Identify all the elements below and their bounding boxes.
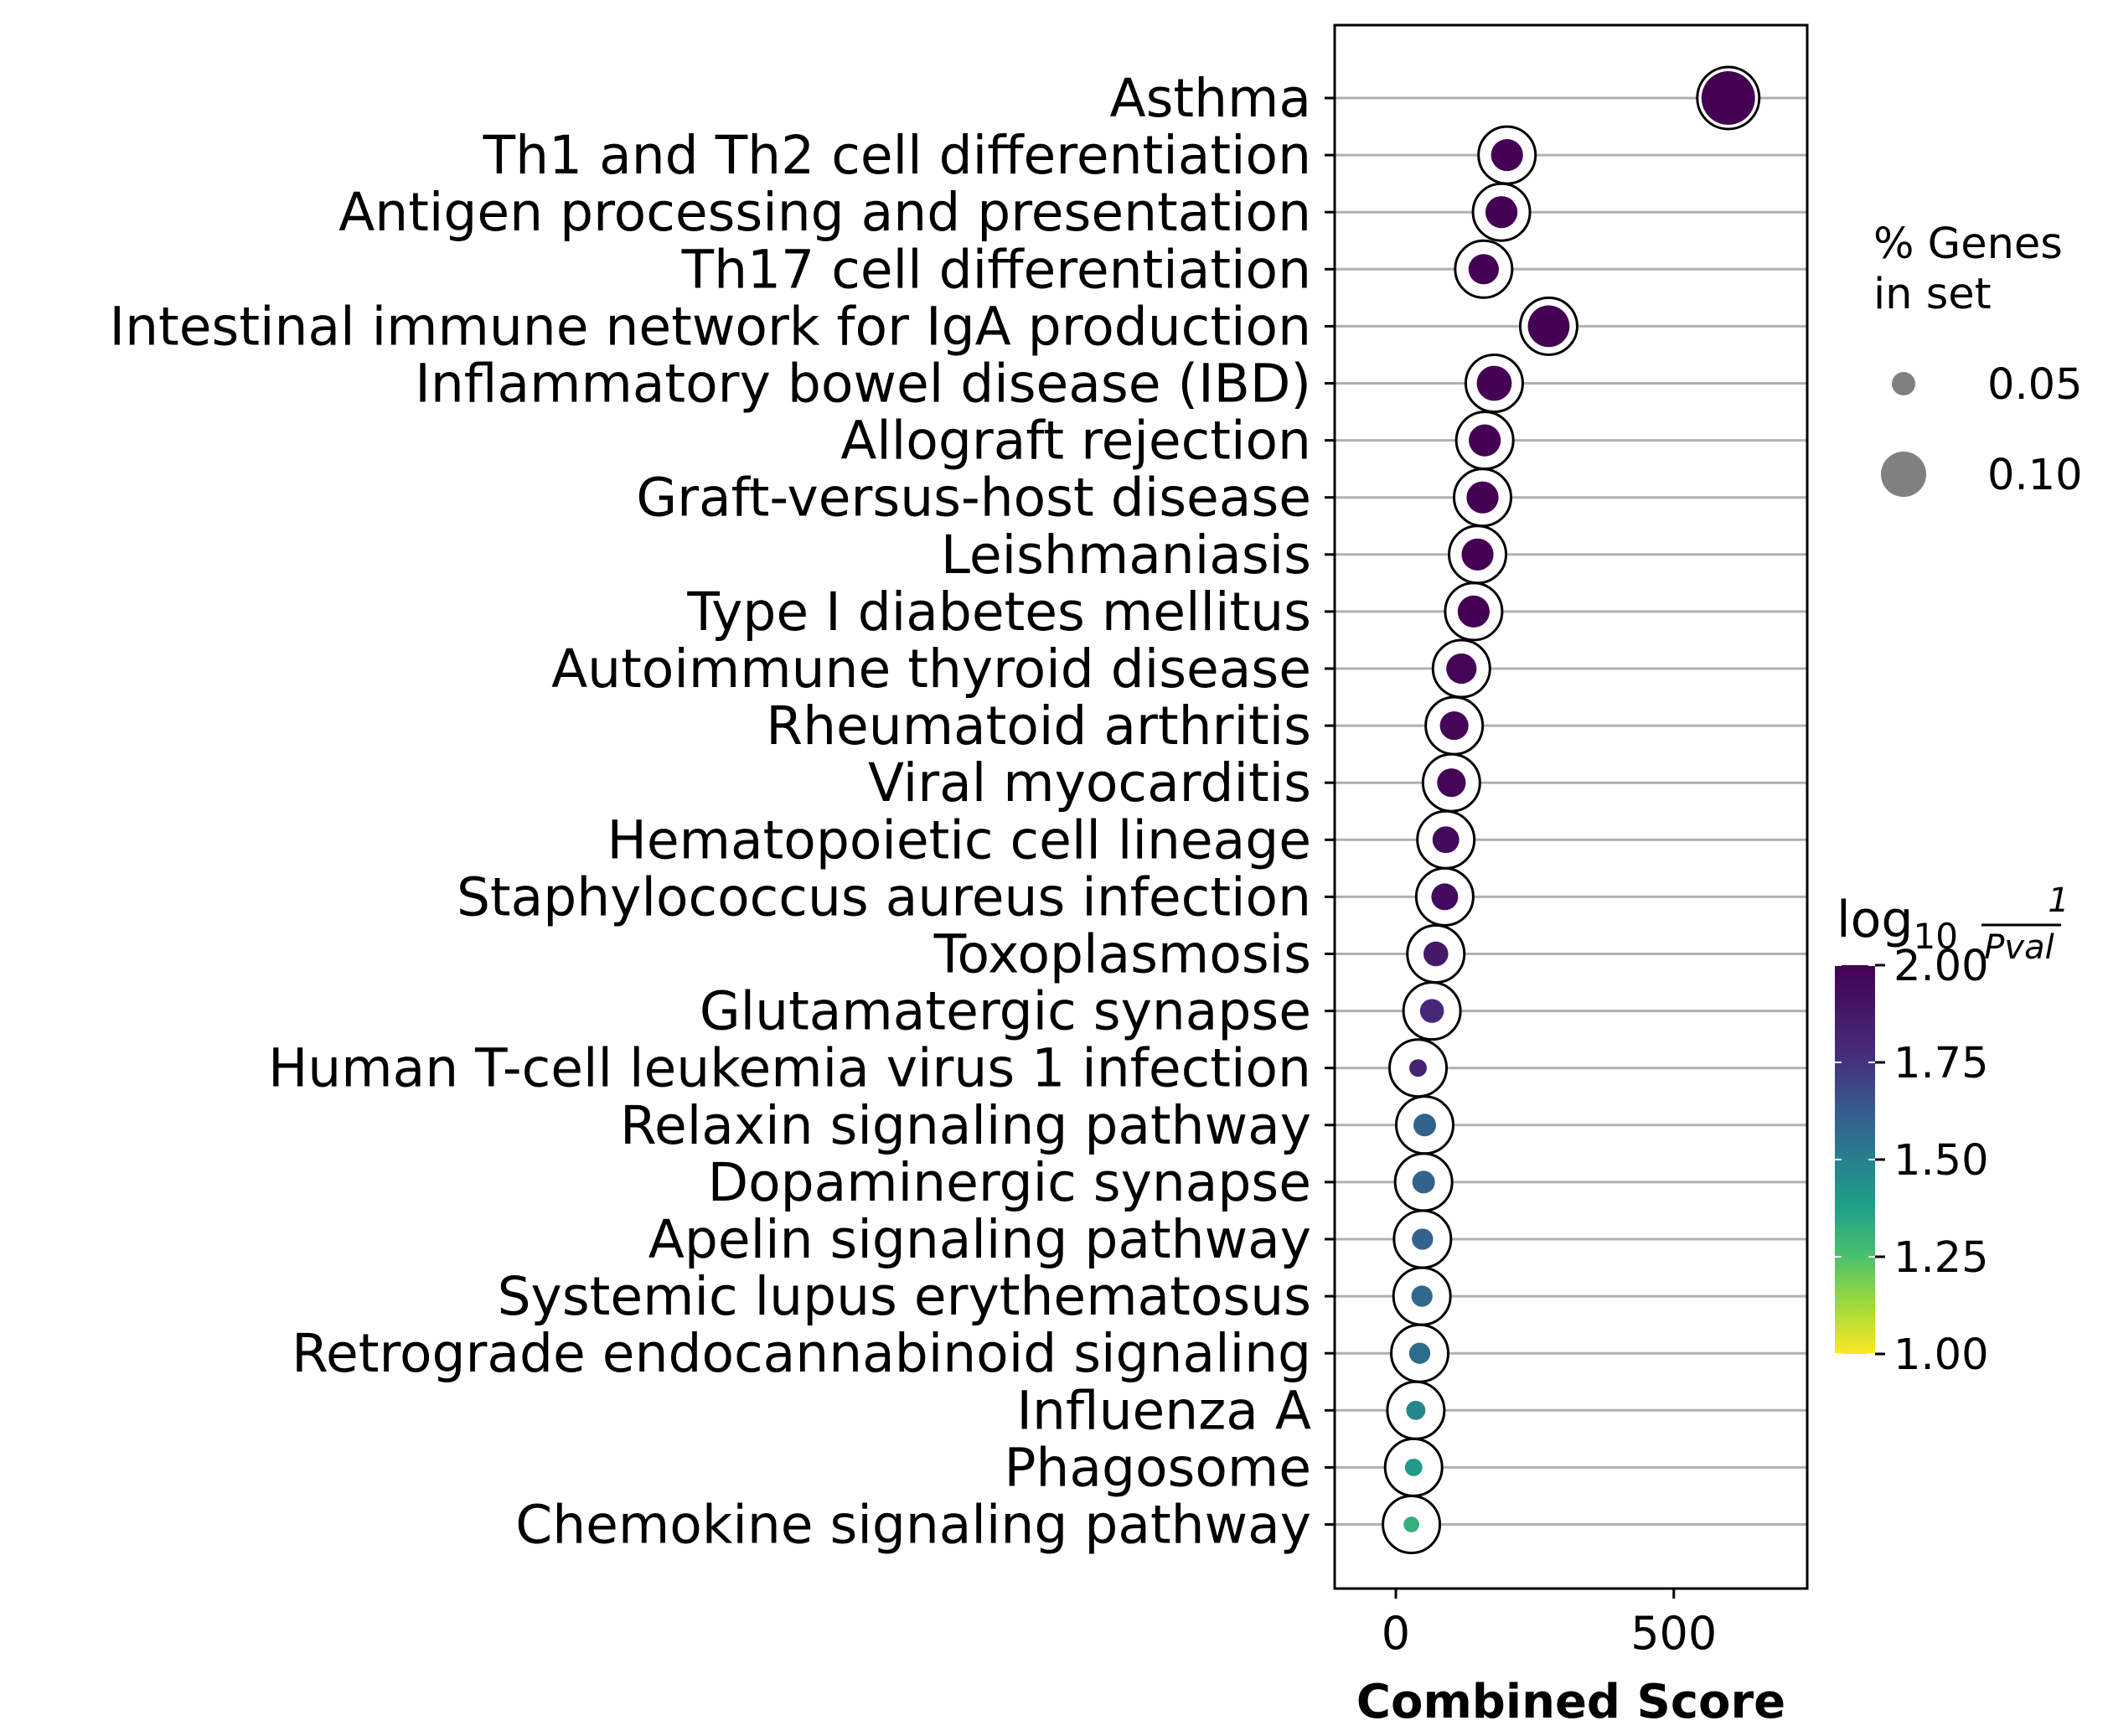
colorbar-tick-label: 1.00 [1894, 1330, 1989, 1380]
plot-frame [1333, 23, 1809, 1590]
size-legend-dot-large [1881, 452, 1926, 497]
colorbar-tick-label: 1.50 [1894, 1136, 1989, 1186]
data-point [1406, 1400, 1426, 1420]
data-point [1468, 254, 1499, 285]
y-tick-label: Toxoplasmosis [933, 924, 1311, 985]
y-tick-label: Apelin signaling pathway [648, 1209, 1311, 1270]
y-tick-label: Glutamatergic synapse [700, 981, 1311, 1042]
data-point [1701, 71, 1755, 125]
x-tick-label: 500 [1630, 1607, 1717, 1660]
y-tick-label: Chemokine signaling pathway [515, 1495, 1311, 1556]
y-tick-label: Systemic lupus erythematosus [498, 1266, 1311, 1327]
y-tick-label: Antigen processing and presentation [338, 182, 1311, 243]
data-point [1413, 1113, 1436, 1137]
y-tick-label: Hematopoietic cell lineage [607, 809, 1311, 871]
data-point [1409, 1059, 1427, 1077]
y-tick-label: Staphylococcus aureus infection [457, 866, 1311, 927]
y-tick-label: Inflammatory bowel disease (IBD) [415, 354, 1311, 415]
y-tick-label: Viral myocarditis [868, 752, 1311, 814]
data-point [1439, 711, 1469, 741]
data-point [1457, 595, 1490, 628]
y-tick-label: Retrograde endocannabinoid signaling [292, 1323, 1311, 1384]
x-axis-ticks: 0 500 [1382, 1589, 1717, 1660]
y-tick-label: Allograft rejection [840, 411, 1311, 472]
size-legend-dot-small [1892, 372, 1915, 395]
data-point [1408, 1342, 1431, 1364]
data-point [1476, 365, 1512, 401]
data-point [1432, 826, 1460, 854]
size-legend-title-line2: in set [1873, 270, 1992, 319]
data-point [1423, 941, 1449, 967]
colorbar-tick-label: 1.25 [1894, 1233, 1989, 1283]
data-markers [1382, 65, 1761, 1554]
data-point [1412, 1170, 1435, 1194]
y-tick-label: Asthma [1109, 68, 1311, 129]
data-point [1403, 1516, 1419, 1532]
colorbar-tick-label: 2.00 [1894, 942, 1989, 991]
y-tick-label: Phagosome [1004, 1437, 1311, 1498]
data-point [1431, 883, 1459, 911]
colorbar: log10 1 Pval 2.00 1.75 1.50 1.25 1.00 [1835, 881, 2069, 1380]
x-tick-label: 0 [1382, 1607, 1410, 1660]
y-tick-label: Th1 and Th2 cell differentiation [483, 125, 1311, 186]
y-tick-marks [1325, 96, 1335, 1526]
data-point [1485, 196, 1518, 229]
size-legend: % Genes in set 0.05 0.10 [1873, 220, 2083, 500]
colorbar-ticks: 2.00 1.75 1.50 1.25 1.00 [1835, 942, 1989, 1380]
data-point [1419, 999, 1444, 1023]
gridlines [1335, 96, 1807, 1526]
x-axis-title: Combined Score [1356, 1675, 1785, 1729]
data-point [1404, 1458, 1423, 1476]
colorbar-title-numerator: 1 [2048, 881, 2069, 920]
data-point [1411, 1285, 1433, 1307]
data-point [1437, 768, 1466, 798]
y-tick-label: Autoimmune thyroid disease [551, 638, 1311, 700]
y-tick-label: Dopaminergic synapse [708, 1152, 1311, 1213]
size-legend-label-large: 0.10 [1987, 451, 2083, 500]
data-point [1469, 424, 1501, 457]
data-point [1527, 305, 1570, 348]
y-tick-label: Graft-versus-host disease [636, 468, 1311, 529]
colorbar-title-denominator: Pval [1984, 928, 2054, 967]
y-tick-label: Type I diabetes mellitus [686, 581, 1311, 643]
data-point [1461, 538, 1494, 571]
y-tick-label: Intestinal immune network for IgA produc… [110, 296, 1311, 357]
data-point [1466, 481, 1499, 514]
y-tick-label: Th17 cell differentiation [681, 239, 1311, 300]
size-legend-label-small: 0.05 [1987, 360, 2083, 410]
y-tick-label: Influenza A [1016, 1380, 1311, 1441]
data-point [1491, 139, 1523, 172]
y-tick-label: Relaxin signaling pathway [620, 1095, 1311, 1156]
y-tick-label: Human T-cell leukemia virus 1 infection [268, 1038, 1311, 1099]
data-point [1412, 1228, 1434, 1250]
colorbar-tick-label: 1.75 [1894, 1039, 1989, 1088]
data-point [1446, 653, 1477, 685]
y-tick-label: Leishmaniasis [941, 524, 1311, 586]
colorbar-title: log10 [1837, 891, 1958, 957]
y-tick-label: Rheumatoid arthritis [766, 695, 1311, 757]
size-legend-title-line1: % Genes [1873, 220, 2063, 269]
